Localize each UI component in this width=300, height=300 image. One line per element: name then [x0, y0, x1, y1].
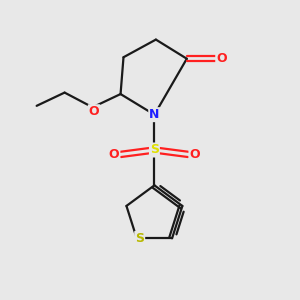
Text: S: S	[150, 143, 159, 157]
Text: O: O	[109, 148, 119, 161]
Text: S: S	[135, 232, 144, 245]
Text: O: O	[189, 148, 200, 161]
Text: N: N	[149, 108, 160, 121]
Text: O: O	[216, 52, 227, 65]
Text: O: O	[89, 105, 99, 118]
